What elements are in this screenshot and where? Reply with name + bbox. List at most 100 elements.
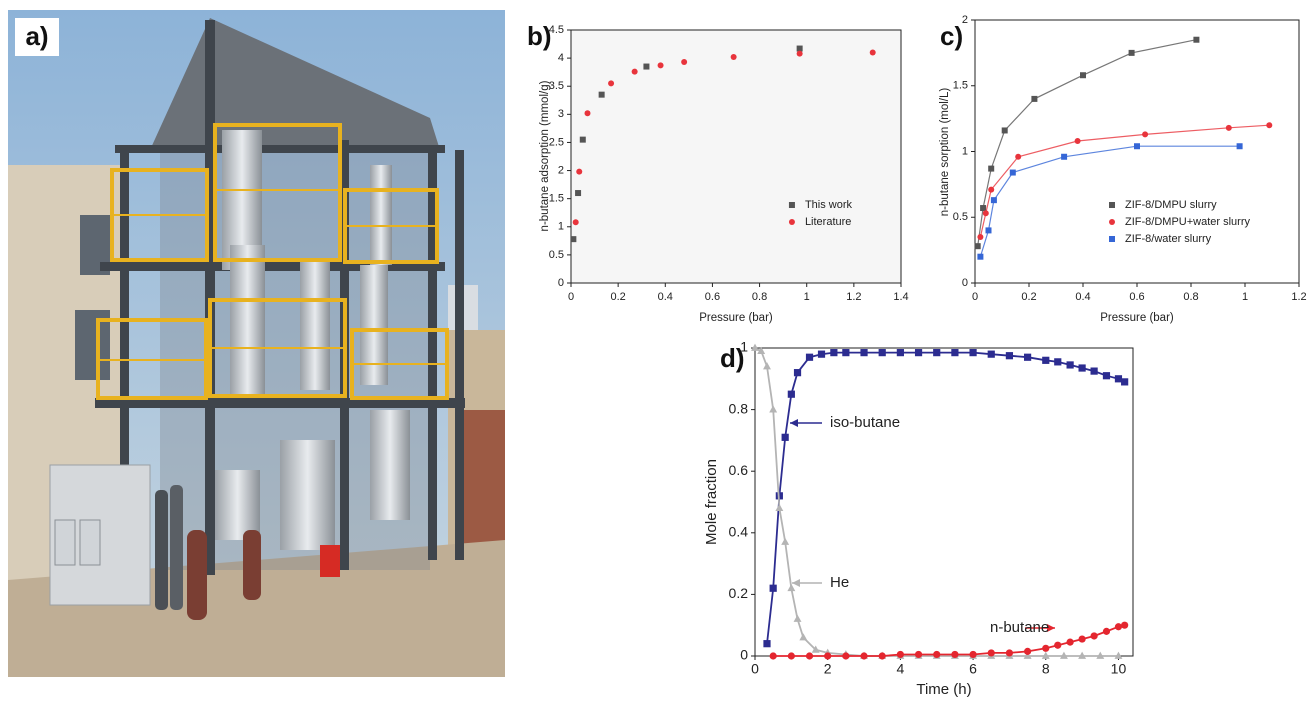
legend-label: ZIF-8/DMPU+water slurry bbox=[1125, 216, 1250, 228]
point bbox=[579, 136, 586, 143]
point bbox=[824, 652, 832, 660]
photo-railing-bars bbox=[98, 189, 447, 365]
y-axis-title: n-butane adsorption (mmol/g) bbox=[539, 80, 551, 231]
chart: c) 0 0.5 1 1.5 2 0 0.2 0.4 0.6 0.8 1 1.2 Pressure (ba… bbox=[939, 14, 1307, 324]
point bbox=[763, 640, 771, 648]
photo-vessels bbox=[215, 130, 410, 550]
annotation: iso-butane bbox=[830, 414, 900, 431]
point bbox=[951, 349, 959, 357]
point bbox=[1054, 358, 1062, 366]
point bbox=[1266, 122, 1273, 129]
point bbox=[1114, 375, 1123, 383]
point bbox=[1102, 627, 1111, 635]
point bbox=[1090, 367, 1098, 375]
y-tick-label: 2.5 bbox=[549, 136, 564, 148]
annotation: He bbox=[830, 574, 849, 591]
series-line bbox=[766, 351, 1126, 644]
point bbox=[985, 227, 992, 234]
legend-marker bbox=[788, 219, 795, 225]
point bbox=[781, 537, 790, 545]
x-axis-title: Pressure (bar) bbox=[1100, 312, 1174, 324]
x-tick-label: 0.8 bbox=[752, 291, 767, 303]
point bbox=[1009, 169, 1016, 176]
point bbox=[1225, 124, 1232, 131]
point bbox=[769, 584, 777, 592]
series-line bbox=[977, 39, 1197, 247]
y-tick-label: 1 bbox=[558, 221, 564, 233]
point bbox=[608, 80, 615, 87]
photo-cylinders bbox=[155, 485, 340, 620]
point bbox=[584, 110, 591, 117]
point bbox=[1128, 49, 1135, 56]
y-tick-label: 0 bbox=[962, 277, 968, 289]
point bbox=[860, 349, 868, 357]
x-tick-label: 4 bbox=[896, 661, 904, 677]
y-tick-label: 3 bbox=[558, 108, 564, 120]
point bbox=[869, 49, 876, 56]
point bbox=[896, 349, 904, 357]
point bbox=[1001, 127, 1008, 134]
point bbox=[775, 503, 784, 512]
point bbox=[575, 190, 582, 197]
legend-label: ZIF-8/DMPU slurry bbox=[1125, 199, 1217, 211]
point bbox=[842, 349, 850, 357]
point bbox=[987, 649, 995, 657]
panel-label: a) bbox=[25, 21, 48, 51]
plot-area bbox=[754, 347, 1134, 657]
series-line bbox=[979, 124, 1270, 238]
legend-label: This work bbox=[805, 199, 853, 211]
legend-marker bbox=[1109, 202, 1115, 208]
point bbox=[796, 45, 803, 52]
x-tick-label: 0.8 bbox=[1183, 291, 1198, 303]
annotation: n-butane bbox=[990, 619, 1049, 636]
point bbox=[1023, 647, 1032, 655]
y-tick-label: 4 bbox=[558, 52, 564, 64]
point bbox=[769, 652, 777, 660]
x-axis-title: Time (h) bbox=[916, 681, 971, 698]
chart: b) 0 0.5 1 1.5 2 2.5 3 3.5 4 4.5 0 0.2 0.4 0.6 0.8 1 1.2 1… bbox=[527, 21, 909, 324]
point bbox=[1078, 364, 1086, 372]
y-tick-label: 0.5 bbox=[953, 211, 968, 223]
x-tick-label: 0.2 bbox=[1021, 291, 1036, 303]
point bbox=[974, 243, 981, 250]
y-tick-label: 1.5 bbox=[549, 193, 564, 205]
point bbox=[878, 349, 886, 357]
plot-area bbox=[570, 29, 902, 284]
x-tick-label: 10 bbox=[1111, 661, 1127, 677]
point bbox=[796, 50, 803, 57]
point bbox=[982, 210, 989, 217]
x-tick-label: 2 bbox=[824, 661, 832, 677]
point bbox=[933, 349, 941, 357]
x-tick-label: 1.2 bbox=[846, 291, 861, 303]
arrow-head bbox=[790, 419, 798, 427]
y-tick-label: 0 bbox=[740, 647, 748, 663]
point bbox=[1134, 143, 1140, 150]
y-axis-title: Mole fraction bbox=[703, 459, 720, 545]
point bbox=[572, 219, 579, 226]
photo-chiller-grille bbox=[54, 519, 101, 566]
point bbox=[1059, 651, 1068, 659]
panel-label: d) bbox=[720, 343, 745, 373]
y-tick-label: 0.4 bbox=[729, 524, 749, 540]
point bbox=[643, 63, 650, 70]
x-tick-label: 8 bbox=[1042, 661, 1050, 677]
point bbox=[817, 350, 826, 358]
arrow-head bbox=[1047, 624, 1055, 632]
point bbox=[1090, 632, 1098, 640]
point bbox=[1193, 36, 1200, 43]
legend-label: ZIF-8/water slurry bbox=[1125, 233, 1212, 245]
point bbox=[1096, 651, 1105, 659]
x-tick-label: 0.4 bbox=[1075, 291, 1090, 303]
point bbox=[598, 91, 605, 98]
point bbox=[576, 168, 583, 175]
x-tick-label: 1 bbox=[804, 291, 810, 303]
point bbox=[1080, 72, 1086, 79]
point bbox=[811, 645, 820, 653]
y-tick-label: 0.8 bbox=[729, 400, 749, 416]
point bbox=[1066, 638, 1074, 646]
point bbox=[878, 652, 886, 660]
point bbox=[787, 390, 795, 398]
point bbox=[896, 650, 904, 659]
